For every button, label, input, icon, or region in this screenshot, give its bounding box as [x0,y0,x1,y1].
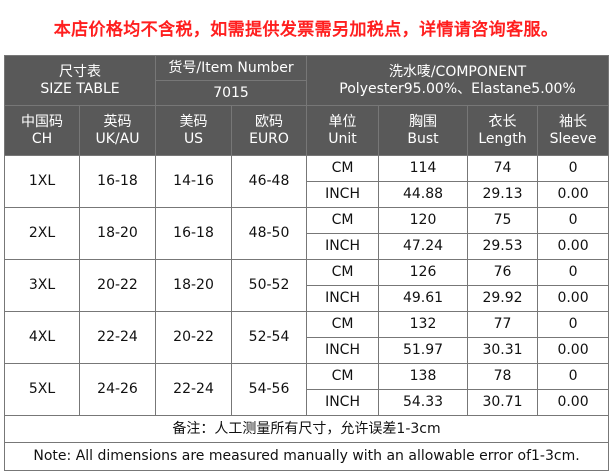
unit-inch: INCH [306,337,380,364]
sleeve-cm: 0 [537,155,610,182]
bust-inch: 49.61 [378,285,469,312]
size-ch: 5XL [4,363,80,416]
size-euro: 46-48 [231,155,308,208]
bust-inch: 47.24 [378,233,469,260]
size-ch: 1XL [4,155,80,208]
length-cm: 76 [467,259,539,286]
unit-inch: INCH [306,233,380,260]
bust-cm: 114 [378,155,469,182]
bust-cm: 120 [378,207,469,234]
sleeve-cm: 0 [537,207,610,234]
sleeve-inch: 0.00 [537,337,610,364]
size-uk: 18-20 [78,207,157,260]
sleeve-inch: 0.00 [537,389,610,416]
unit-cm: CM [306,207,380,234]
length-inch: 29.53 [467,233,539,260]
table-row: 2XL 18-20 16-18 48-50 CM 120 75 0 [4,207,610,260]
length-inch: 30.31 [467,337,539,364]
length-inch: 30.71 [467,389,539,416]
item-number-label: 货号/Item Number [155,55,308,81]
bust-inch: 51.97 [378,337,469,364]
size-uk: 20-22 [78,259,157,312]
size-ch: 3XL [4,259,80,312]
size-ch: 2XL [4,207,80,260]
size-table-title-en: SIZE TABLE [40,80,120,97]
table-row: 4XL 22-24 20-22 52-54 CM 132 77 0 [4,311,610,364]
bust-cm: 132 [378,311,469,338]
bust-cm: 126 [378,259,469,286]
sleeve-inch: 0.00 [537,181,610,208]
size-us: 18-20 [155,259,233,312]
unit-cm: CM [306,311,380,338]
size-us: 20-22 [155,311,233,364]
table-row: 1XL 16-18 14-16 46-48 CM 114 74 0 [4,155,610,208]
column-header-length: 衣长 Length [467,105,539,156]
size-euro: 52-54 [231,311,308,364]
size-us: 14-16 [155,155,233,208]
size-ch: 4XL [4,311,80,364]
column-header-unit: 单位 Unit [306,105,380,156]
footer-note-cn: 备注：人工测量所有尺寸，允许误差1-3cm [3,415,610,443]
unit-inch: INCH [306,181,380,208]
column-header-euro: 欧码 EURO [231,105,308,156]
size-uk: 24-26 [78,363,157,416]
table-row: INCH 44.88 29.13 0.00 [5,181,610,208]
sleeve-inch: 0.00 [537,285,610,312]
length-inch: 29.13 [467,181,539,208]
column-header-row: 中国码 CH 英码 UK/AU 美码 US 欧码 EURO 单位 Unit 胸围 Bust … [4,105,610,156]
length-cm: 78 [467,363,539,390]
size-euro: 50-52 [231,259,308,312]
column-header-sleeve: 袖长 Sleeve [537,105,610,156]
table-row: INCH 51.97 30.31 0.00 [5,337,610,364]
length-cm: 75 [467,207,539,234]
component-label: 洗水唛/COMPONENT [388,63,527,80]
size-us: 16-18 [155,207,233,260]
unit-inch: INCH [306,285,380,312]
table-row: 5XL 24-26 22-24 54-56 CM 138 78 0 [4,363,610,416]
size-table-title-cn: 尺寸表 [59,63,101,80]
column-header-ch: 中国码 CH [4,105,80,156]
unit-cm: CM [306,259,380,286]
table-row: INCH 49.61 29.92 0.00 [5,285,610,312]
length-cm: 74 [467,155,539,182]
sleeve-cm: 0 [537,259,610,286]
tax-notice-banner: 本店价格均不含税，如需提供发票需另加税点，详情请咨询客服。 [53,20,559,40]
column-header-bust: 胸围 Bust [378,105,469,156]
size-euro: 48-50 [231,207,308,260]
table-row: INCH 54.33 30.71 0.00 [5,389,610,416]
size-table-title-cell: 尺寸表 SIZE TABLE [3,55,157,106]
size-uk: 22-24 [78,311,157,364]
bust-inch: 44.88 [378,181,469,208]
bust-inch: 54.33 [378,389,469,416]
item-number-value: 7015 [155,80,308,106]
size-us: 22-24 [155,363,233,416]
bust-cm: 138 [378,363,469,390]
size-euro: 54-56 [231,363,308,416]
length-inch: 29.92 [467,285,539,312]
sleeve-cm: 0 [537,311,610,338]
unit-inch: INCH [306,389,380,416]
unit-cm: CM [306,155,380,182]
column-header-uk: 英码 UK/AU [78,105,157,156]
length-cm: 77 [467,311,539,338]
size-uk: 16-18 [78,155,157,208]
size-chart-table: 尺寸表 SIZE TABLE 货号/Item Number 洗水唛/COMPON… [3,55,610,471]
table-row: INCH 47.24 29.53 0.00 [5,233,610,260]
table-row: 3XL 20-22 18-20 50-52 CM 126 76 0 [4,259,610,312]
footer-note-en: Note: All dimensions are measured manual… [3,442,610,471]
component-value: Polyester95.00%、Elastane5.00% [339,80,576,97]
sleeve-cm: 0 [537,363,610,390]
column-header-us: 美码 US [155,105,233,156]
unit-cm: CM [306,363,380,390]
sleeve-inch: 0.00 [537,233,610,260]
component-cell: 洗水唛/COMPONENT Polyester95.00%、Elastane5.… [306,55,610,106]
